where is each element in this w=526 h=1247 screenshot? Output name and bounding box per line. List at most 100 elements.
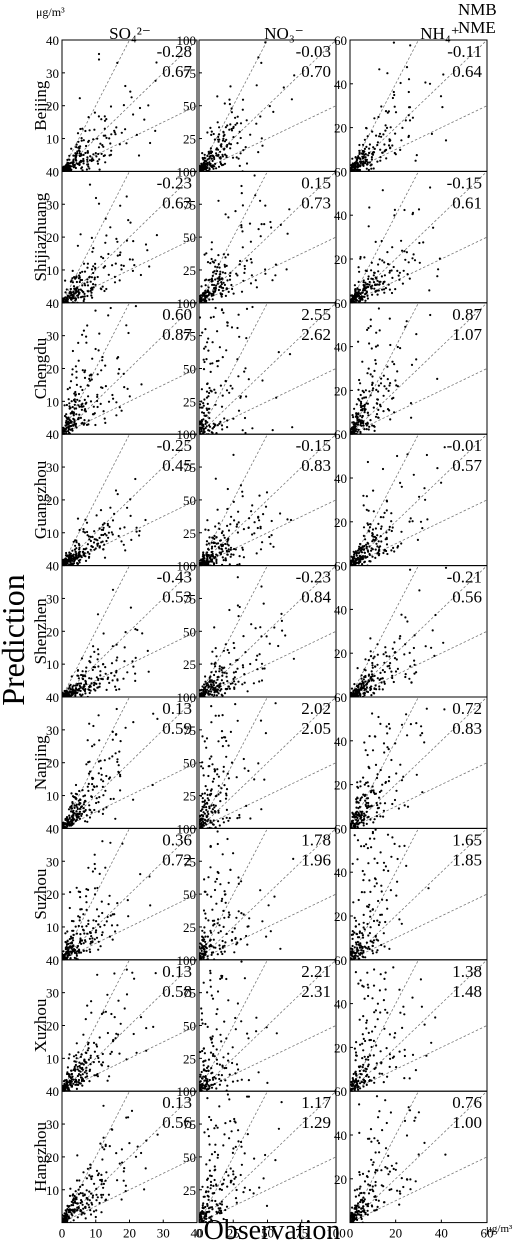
data-point xyxy=(247,378,250,381)
data-point xyxy=(383,143,386,146)
data-point xyxy=(85,521,89,524)
data-point xyxy=(391,360,394,363)
data-point xyxy=(202,358,205,361)
data-point xyxy=(207,919,210,922)
data-point xyxy=(73,165,76,168)
data-point xyxy=(215,877,218,881)
data-point xyxy=(152,712,155,715)
data-point xyxy=(207,685,210,689)
data-point xyxy=(230,515,233,518)
data-point xyxy=(119,775,122,778)
data-point xyxy=(354,165,358,168)
data-point xyxy=(237,409,241,412)
data-point xyxy=(104,672,107,675)
data-point xyxy=(366,294,369,297)
data-point xyxy=(216,953,219,956)
data-point xyxy=(241,246,244,249)
data-point xyxy=(213,691,216,694)
data-point xyxy=(368,903,371,906)
data-point xyxy=(114,685,117,688)
data-point xyxy=(84,284,87,287)
data-point xyxy=(75,793,79,796)
data-point xyxy=(364,389,367,392)
data-point xyxy=(89,942,92,945)
y-tick-label: 50 xyxy=(183,230,196,245)
data-point xyxy=(388,667,391,670)
data-point xyxy=(360,819,363,822)
data-point xyxy=(88,816,92,819)
data-point xyxy=(78,789,81,793)
data-point xyxy=(78,561,81,564)
data-point xyxy=(254,194,257,197)
data-point xyxy=(363,560,366,563)
data-point xyxy=(218,947,221,950)
data-point xyxy=(274,274,277,277)
data-point xyxy=(228,913,231,917)
data-point xyxy=(211,545,214,548)
data-point xyxy=(205,688,209,691)
data-point xyxy=(78,812,81,815)
data-point xyxy=(396,545,400,548)
data-point xyxy=(91,250,94,253)
data-point xyxy=(355,806,358,809)
data-point xyxy=(225,264,228,267)
data-point xyxy=(212,132,215,136)
data-point xyxy=(229,868,232,871)
data-point xyxy=(95,908,99,911)
data-point xyxy=(366,541,369,544)
data-point xyxy=(382,394,385,397)
data-point xyxy=(219,270,222,273)
data-point xyxy=(65,296,68,299)
data-point xyxy=(255,286,258,289)
data-point xyxy=(72,933,75,937)
data-point xyxy=(246,690,249,693)
data-point xyxy=(106,677,109,681)
data-point xyxy=(359,400,363,403)
data-point xyxy=(236,122,239,125)
reference-line xyxy=(199,434,336,566)
data-point xyxy=(359,292,362,296)
reference-line xyxy=(350,105,487,172)
data-point xyxy=(93,681,96,684)
data-point xyxy=(391,144,394,147)
data-point xyxy=(109,841,112,844)
data-point xyxy=(355,403,358,406)
data-point xyxy=(71,427,74,430)
data-point xyxy=(208,425,212,428)
data-point xyxy=(233,676,236,679)
data-point xyxy=(392,41,395,44)
data-point xyxy=(203,945,206,948)
data-point xyxy=(232,417,235,420)
data-point xyxy=(89,931,92,935)
data-point xyxy=(433,654,436,658)
data-point xyxy=(367,367,370,370)
data-point xyxy=(211,279,214,283)
data-point xyxy=(356,955,359,958)
data-point xyxy=(213,157,216,161)
data-point xyxy=(65,413,68,416)
data-point xyxy=(201,929,204,932)
data-point xyxy=(369,910,372,913)
data-point xyxy=(207,818,210,821)
reference-line xyxy=(62,697,130,829)
data-point xyxy=(367,801,370,805)
data-point xyxy=(385,387,388,390)
data-point xyxy=(76,688,80,692)
data-point xyxy=(202,402,205,405)
data-point xyxy=(371,540,374,543)
data-point xyxy=(359,780,362,783)
data-point xyxy=(79,896,82,899)
data-point xyxy=(71,801,74,804)
data-point xyxy=(65,416,68,419)
data-point xyxy=(239,484,242,487)
data-point xyxy=(388,288,391,291)
data-point xyxy=(112,397,115,400)
data-point xyxy=(82,405,85,408)
data-point xyxy=(371,944,374,947)
data-point xyxy=(210,431,213,434)
data-point xyxy=(387,869,390,873)
data-point xyxy=(255,658,258,662)
